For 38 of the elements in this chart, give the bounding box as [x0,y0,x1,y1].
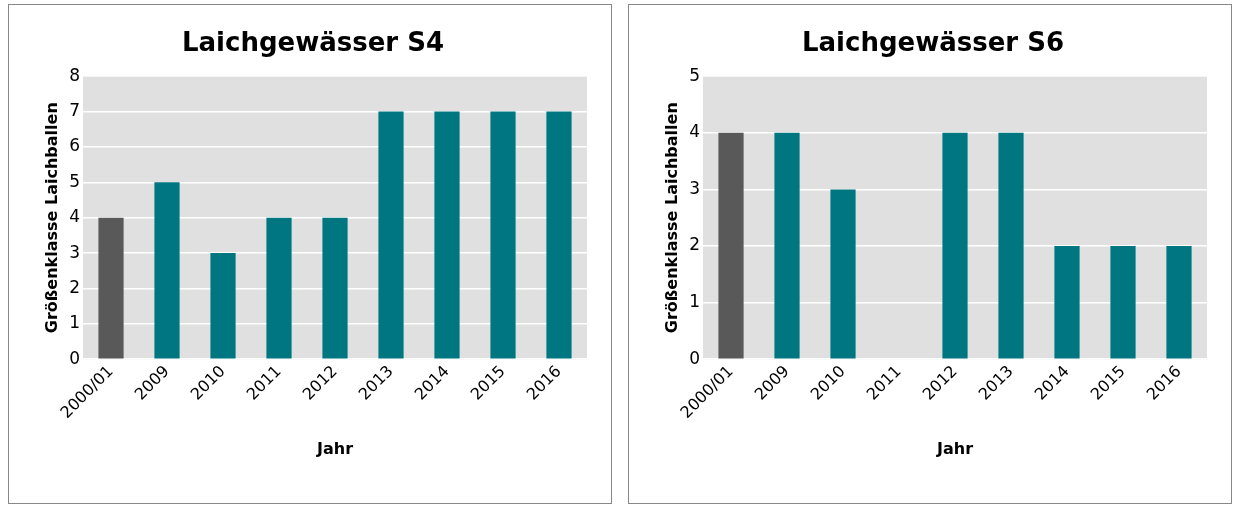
bar [942,132,968,359]
x-axis-title: Jahr [935,438,974,458]
x-axis-title: Jahr [315,438,354,458]
y-tick-label: 5 [69,170,81,191]
y-tick-label: 7 [69,100,81,120]
bar [1054,246,1080,359]
bar [998,132,1024,359]
y-tick-label: 8 [69,64,81,85]
y-tick-label: 1 [69,312,81,333]
bar [774,132,800,359]
y-tick-label: 2 [689,234,701,255]
y-tick-label: 4 [69,206,81,227]
y-tick-label: 1 [689,291,701,312]
bar [98,217,124,359]
bar [378,111,404,359]
bar [490,111,516,359]
bar [1166,246,1192,359]
y-tick-label: 0 [69,347,81,368]
bar [546,111,572,359]
bar [1110,246,1136,359]
bar [266,217,292,359]
bar [322,217,348,359]
y-tick-label: 6 [69,135,81,156]
y-tick-label: 2 [69,276,81,297]
bar [210,253,236,359]
chart-title: Laichgewässer S4 [181,27,445,58]
bar [830,189,856,359]
chart-title: Laichgewässer S6 [801,27,1065,58]
y-axis-title: Größenklasse Laichballen [41,102,61,334]
bar [154,182,180,359]
y-tick-label: 5 [689,64,701,85]
bar [434,111,460,359]
y-axis-title: Größenklasse Laichballen [661,102,681,334]
bar [718,132,744,359]
y-tick-label: 3 [689,177,701,198]
y-tick-label: 0 [689,347,701,368]
y-tick-label: 3 [69,241,81,262]
y-tick-label: 4 [689,121,701,142]
